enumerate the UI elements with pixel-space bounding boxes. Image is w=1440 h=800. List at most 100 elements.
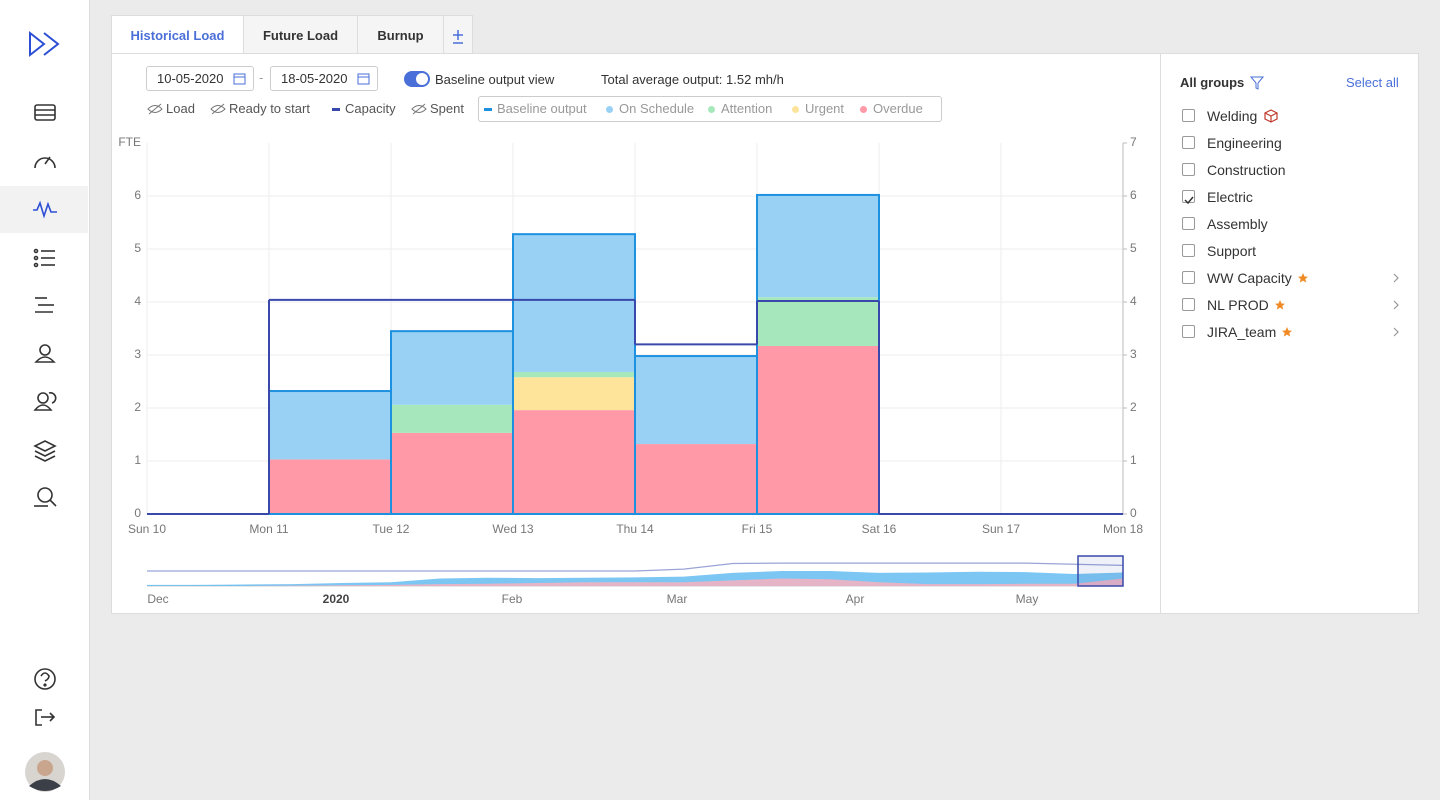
filter-icon[interactable]: [1250, 76, 1264, 90]
tab[interactable]: Historical Load: [111, 15, 244, 54]
y-tick-label: 3: [134, 347, 141, 361]
x-tick-label: Sun 17: [982, 522, 1020, 536]
y2-tick-label: 3: [1130, 347, 1137, 361]
bar-segment: [757, 297, 879, 346]
y-axis-label: FTE: [118, 135, 141, 149]
y2-tick-label: 1: [1130, 453, 1137, 467]
bar-segment: [513, 234, 635, 372]
date-to[interactable]: 18-05-2020: [270, 66, 378, 91]
help[interactable]: [34, 668, 56, 690]
group-row[interactable]: Support: [1182, 241, 1402, 261]
group-row[interactable]: Engineering: [1182, 133, 1402, 153]
legend-item[interactable]: Urgent: [805, 101, 845, 116]
legend-item[interactable]: Baseline output: [497, 101, 587, 116]
y-tick-label: 4: [134, 294, 141, 308]
legend-item[interactable]: Load: [166, 101, 195, 116]
expand-chevron: [1393, 327, 1399, 337]
nav-load[interactable]: [33, 200, 57, 219]
panel-title: All groups: [1180, 75, 1245, 90]
legend-item[interactable]: Capacity: [345, 101, 396, 116]
select-all[interactable]: Select all: [1346, 75, 1399, 90]
group-row[interactable]: Electric: [1182, 187, 1402, 207]
nav-user[interactable]: [34, 344, 56, 363]
checkbox[interactable]: [1182, 163, 1195, 176]
hidden-icon: [147, 103, 163, 115]
x-tick-label: Tue 12: [373, 522, 410, 536]
tab[interactable]: Future Load: [243, 15, 358, 53]
eye-slash: [211, 103, 225, 115]
x-tick-label: Mon 18: [1103, 522, 1143, 536]
group-row[interactable]: Construction: [1182, 160, 1402, 180]
group-row[interactable]: JIRA_team: [1182, 322, 1402, 342]
nav-users[interactable]: [33, 391, 57, 411]
bar-segment: [635, 356, 757, 445]
navigator-label: Mar: [667, 592, 688, 606]
sidebar: [0, 0, 90, 800]
bar-segment: [391, 404, 513, 433]
avatar[interactable]: [25, 752, 65, 792]
navigator-selection[interactable]: [1077, 555, 1124, 587]
checkbox[interactable]: [1182, 298, 1195, 311]
navigator-area: [147, 578, 1123, 586]
checkbox[interactable]: [1182, 271, 1195, 284]
legend-box: [478, 96, 942, 122]
groups-panel: [1160, 53, 1419, 614]
navigator-label: Dec: [147, 592, 168, 606]
bar-segment: [513, 377, 635, 411]
legend-marker: [332, 108, 340, 111]
logo[interactable]: [29, 30, 60, 58]
legend-marker: [792, 106, 799, 113]
checkbox[interactable]: [1182, 217, 1195, 230]
bar-segment: [269, 391, 391, 460]
checkbox[interactable]: [1182, 109, 1195, 122]
nav-dashboard[interactable]: [34, 156, 56, 169]
hidden-icon: [411, 103, 427, 115]
group-label: Support: [1207, 243, 1257, 259]
tab[interactable]: Burnup: [357, 15, 444, 53]
group-label: Welding: [1207, 108, 1258, 124]
legend-item[interactable]: Overdue: [873, 101, 923, 116]
add-tab[interactable]: [443, 15, 473, 53]
legend-item[interactable]: Ready to start: [229, 101, 310, 116]
bar-segment: [635, 444, 757, 514]
y2-tick-label: 2: [1130, 400, 1137, 414]
nav-layers[interactable]: [33, 440, 57, 462]
star-icon: [1297, 273, 1308, 283]
date-from[interactable]: 10-05-2020: [146, 66, 254, 91]
legend-item[interactable]: On Schedule: [619, 101, 695, 116]
navigator-line: [147, 562, 1124, 572]
group-row[interactable]: Welding: [1182, 106, 1402, 126]
logout[interactable]: [35, 709, 56, 726]
date-to-text: 18-05-2020: [281, 71, 348, 86]
star-icon: [1282, 327, 1293, 337]
group-label: Construction: [1207, 162, 1286, 178]
nav-gantt[interactable]: [35, 297, 54, 313]
legend-item[interactable]: Attention: [721, 101, 773, 116]
group-row[interactable]: NL PROD: [1182, 295, 1402, 315]
y2-tick-label: 0: [1130, 506, 1137, 520]
cube-icon: [1264, 109, 1278, 123]
checkbox[interactable]: [1182, 136, 1195, 149]
checkbox[interactable]: [1182, 325, 1195, 338]
y-tick-label: 0: [134, 506, 141, 520]
nav-list[interactable]: [33, 248, 56, 268]
group-row[interactable]: WW Capacity: [1182, 268, 1402, 288]
bar-segment: [391, 432, 513, 514]
nav-search[interactable]: [34, 487, 57, 507]
bar-segment: [513, 410, 635, 514]
navigator-label: May: [1016, 592, 1039, 606]
legend-item[interactable]: Spent: [430, 101, 464, 116]
y2-tick-label: 6: [1130, 188, 1137, 202]
checkbox[interactable]: [1182, 190, 1195, 205]
group-row[interactable]: Assembly: [1182, 214, 1402, 234]
add-tab-icon: [453, 30, 463, 44]
legend-marker: [484, 108, 492, 111]
navigator-label: Apr: [846, 592, 865, 606]
nav-table[interactable]: [34, 104, 56, 121]
navigator-label: Feb: [502, 592, 523, 606]
group-label: Assembly: [1207, 216, 1268, 232]
checkbox[interactable]: [1182, 244, 1195, 257]
baseline-toggle[interactable]: [403, 70, 431, 88]
